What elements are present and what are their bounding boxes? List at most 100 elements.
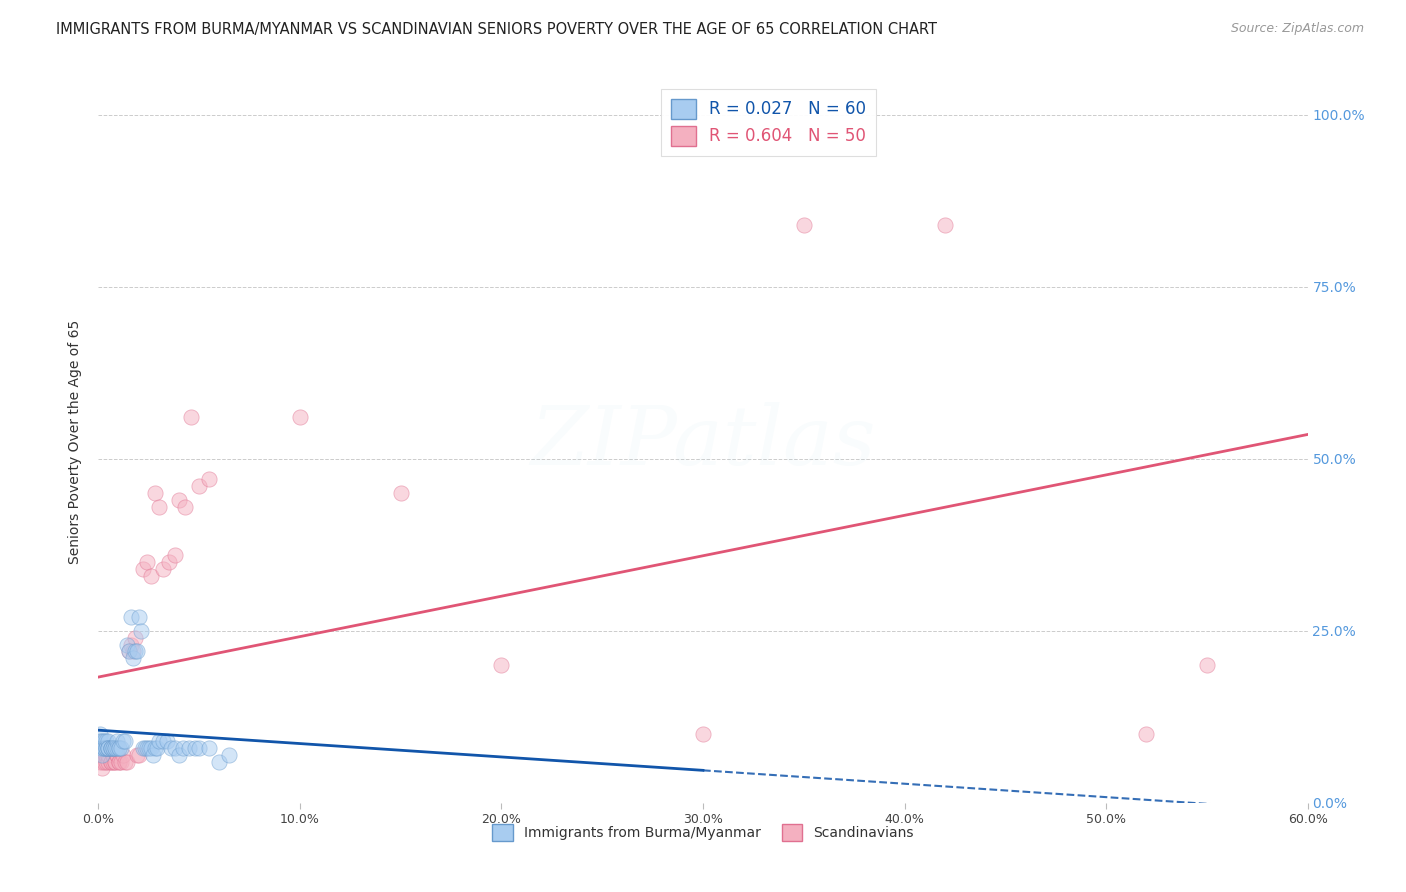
Point: [91, 755, 114, 769]
Point: [139, 740, 162, 755]
Point: [793, 218, 815, 232]
Point: [89, 740, 111, 755]
Point: [107, 740, 129, 755]
Point: [198, 740, 221, 755]
Point: [1195, 658, 1218, 673]
Point: [97, 747, 120, 762]
Point: [132, 562, 155, 576]
Point: [389, 486, 412, 500]
Point: [101, 747, 124, 762]
Point: [179, 740, 201, 755]
Point: [148, 734, 170, 748]
Point: [105, 747, 128, 762]
Point: [93, 734, 115, 748]
Point: [142, 747, 165, 762]
Point: [93, 747, 115, 762]
Point: [96, 740, 118, 755]
Point: [128, 610, 150, 624]
Point: [110, 740, 132, 755]
Point: [188, 479, 211, 493]
Point: [97, 740, 120, 755]
Point: [134, 740, 156, 755]
Point: [97, 734, 120, 748]
Point: [103, 755, 125, 769]
Point: [132, 740, 155, 755]
Point: [110, 755, 132, 769]
Point: [491, 658, 513, 673]
Point: [118, 644, 141, 658]
Point: [93, 740, 115, 755]
Point: [198, 472, 221, 486]
Point: [218, 747, 240, 762]
Point: [96, 755, 118, 769]
Point: [163, 740, 186, 755]
Point: [100, 740, 122, 755]
Point: [128, 747, 150, 762]
Point: [125, 644, 148, 658]
Point: [135, 555, 157, 569]
Point: [692, 727, 714, 741]
Point: [100, 740, 122, 755]
Point: [120, 610, 142, 624]
Point: [180, 410, 202, 425]
Point: [96, 734, 118, 748]
Point: [143, 486, 166, 500]
Point: [89, 734, 111, 748]
Point: [91, 734, 114, 748]
Point: [101, 740, 124, 755]
Point: [97, 740, 120, 755]
Point: [163, 548, 186, 562]
Point: [97, 755, 120, 769]
Point: [167, 747, 190, 762]
Text: ZIPatlas: ZIPatlas: [530, 401, 876, 482]
Point: [934, 218, 956, 232]
Point: [143, 740, 166, 755]
Point: [184, 740, 207, 755]
Point: [103, 755, 125, 769]
Legend: Immigrants from Burma/Myanmar, Scandinavians: Immigrants from Burma/Myanmar, Scandinav…: [486, 818, 920, 847]
Point: [96, 747, 118, 762]
Point: [100, 755, 122, 769]
Point: [139, 568, 162, 582]
Point: [160, 740, 183, 755]
Point: [174, 500, 197, 514]
Text: IMMIGRANTS FROM BURMA/MYANMAR VS SCANDINAVIAN SENIORS POVERTY OVER THE AGE OF 65: IMMIGRANTS FROM BURMA/MYANMAR VS SCANDIN…: [56, 22, 938, 37]
Point: [115, 755, 138, 769]
Point: [91, 740, 114, 755]
Point: [103, 740, 125, 755]
Point: [105, 734, 128, 748]
Point: [91, 761, 114, 775]
Point: [101, 755, 124, 769]
Point: [107, 755, 129, 769]
Point: [103, 740, 125, 755]
Point: [89, 727, 111, 741]
Point: [1135, 727, 1157, 741]
Point: [172, 740, 194, 755]
Point: [96, 740, 118, 755]
Point: [288, 410, 311, 425]
Point: [121, 651, 143, 665]
Point: [101, 740, 124, 755]
Point: [135, 740, 157, 755]
Point: [100, 740, 122, 755]
Point: [89, 755, 111, 769]
Point: [111, 734, 134, 748]
Point: [120, 638, 142, 652]
Point: [93, 755, 115, 769]
Point: [91, 740, 114, 755]
Point: [125, 747, 148, 762]
Point: [118, 644, 141, 658]
Point: [146, 740, 169, 755]
Point: [124, 644, 146, 658]
Point: [152, 734, 174, 748]
Point: [157, 555, 180, 569]
Point: [129, 624, 152, 638]
Point: [124, 631, 146, 645]
Point: [121, 644, 143, 658]
Point: [114, 734, 136, 748]
Point: [107, 755, 129, 769]
Point: [138, 740, 160, 755]
Point: [111, 747, 134, 762]
Point: [152, 562, 174, 576]
Point: [105, 747, 128, 762]
